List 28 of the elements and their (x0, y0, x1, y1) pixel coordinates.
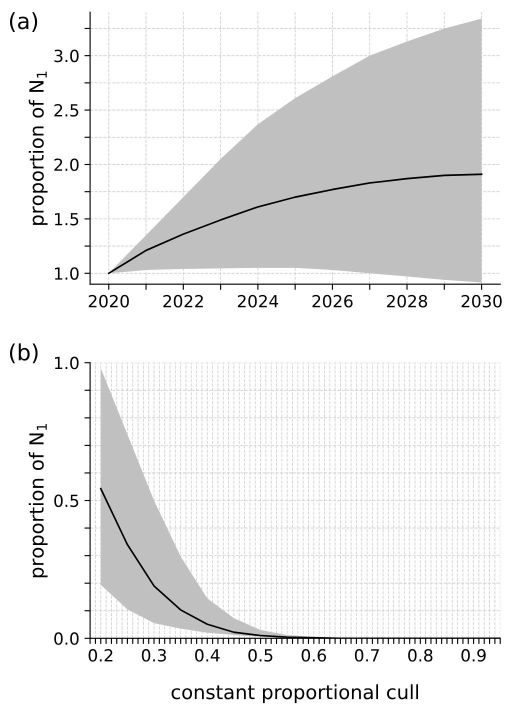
x-tick-label: 2028 (387, 294, 428, 308)
x-tick-label: 0.4 (195, 649, 220, 662)
x-tick-label: 2020 (88, 294, 129, 308)
y-tick-label: 2.5 (54, 104, 78, 117)
x-tick-label: 0.3 (142, 649, 166, 662)
x-tick-label: 2030 (462, 294, 502, 308)
y-tick-label: 1.0 (55, 267, 79, 280)
x-tick-label: 2022 (163, 294, 203, 308)
y-tick-label: 0.0 (54, 632, 79, 645)
line-series (108, 173, 482, 274)
y-tick-label: 1.5 (55, 213, 78, 226)
x-tick-label: 2024 (238, 294, 278, 308)
x-tick-label: 0.7 (354, 649, 379, 662)
y-tick-label: 3.0 (54, 50, 79, 62)
x-tick-label: 0.9 (461, 649, 486, 662)
text: (a) (10, 12, 38, 32)
y-tick-label: 1.0 (55, 356, 79, 370)
x-tick-label: 0.6 (302, 649, 326, 662)
x-tick-label: 0.5 (248, 649, 272, 662)
y-tick-label: 0.5 (54, 494, 78, 508)
y-tick-label: 2.0 (54, 158, 79, 172)
text: (b) (10, 343, 38, 364)
x-axis-title: constant proportional cull (172, 684, 418, 704)
y-axis-title: proportion of N$_{1}$ (28, 424, 48, 578)
x-tick-label: 0.2 (88, 649, 112, 662)
y-axis-title: proportion of N$_{1}$ (28, 72, 48, 225)
x-tick-label: 0.8 (408, 649, 432, 662)
x-tick-label: 2026 (312, 294, 353, 308)
